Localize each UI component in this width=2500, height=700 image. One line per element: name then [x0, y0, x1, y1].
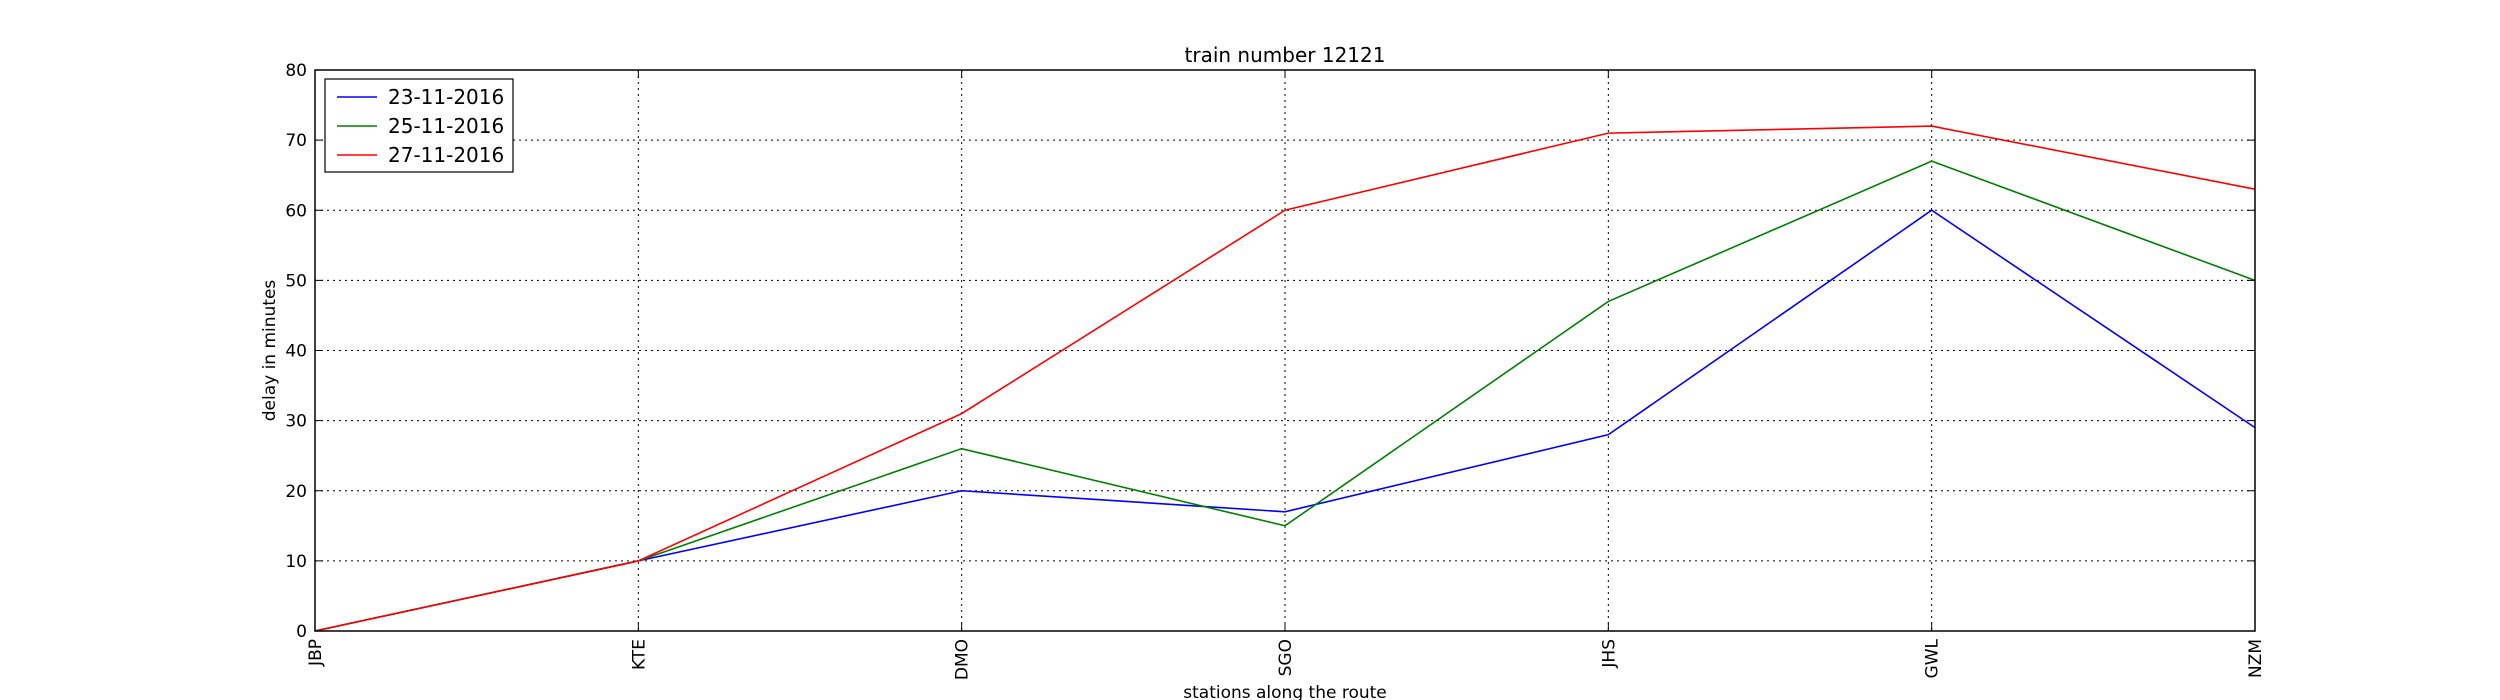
y-tick-label: 10 [285, 552, 307, 572]
y-tick-label: 40 [285, 342, 307, 362]
x-tick-label: KTE [629, 639, 649, 670]
legend-box [324, 78, 514, 173]
chart-title: train number 12121 [1185, 43, 1386, 67]
y-tick-label: 80 [285, 61, 307, 81]
legend-label: 23-11-2016 [388, 85, 504, 109]
x-tick-label: DMO [953, 639, 973, 680]
y-tick-label: 0 [296, 622, 307, 642]
grid [315, 70, 2255, 631]
y-tick-label: 70 [285, 131, 307, 151]
legend-label: 25-11-2016 [388, 114, 504, 138]
y-tick-label: 30 [285, 412, 307, 432]
series-line [314, 125, 2256, 632]
legend-label: 27-11-2016 [388, 143, 504, 167]
y-tick-label: 50 [285, 271, 307, 291]
legend: 23-11-2016 25-11-2016 27-11-2016 [324, 78, 514, 173]
x-tick-label: GWL [1923, 638, 1943, 678]
series-lines [314, 125, 2256, 632]
x-tick-label: NZM [2246, 639, 2266, 678]
y-tick-label: 60 [285, 201, 307, 221]
x-axis-label: stations along the route [1183, 683, 1387, 700]
x-tick-label: JBP [306, 639, 326, 667]
axis-ticks: 0 10 20 30 40 50 60 70 80 JBP KTE DMO SGO JHS GWL NZM [285, 61, 2266, 680]
x-tick-label: SGO [1276, 639, 1296, 676]
x-tick-label: JHS [1599, 639, 1619, 669]
y-axis-label: delay in minutes [260, 280, 280, 422]
y-tick-label: 20 [285, 482, 307, 502]
